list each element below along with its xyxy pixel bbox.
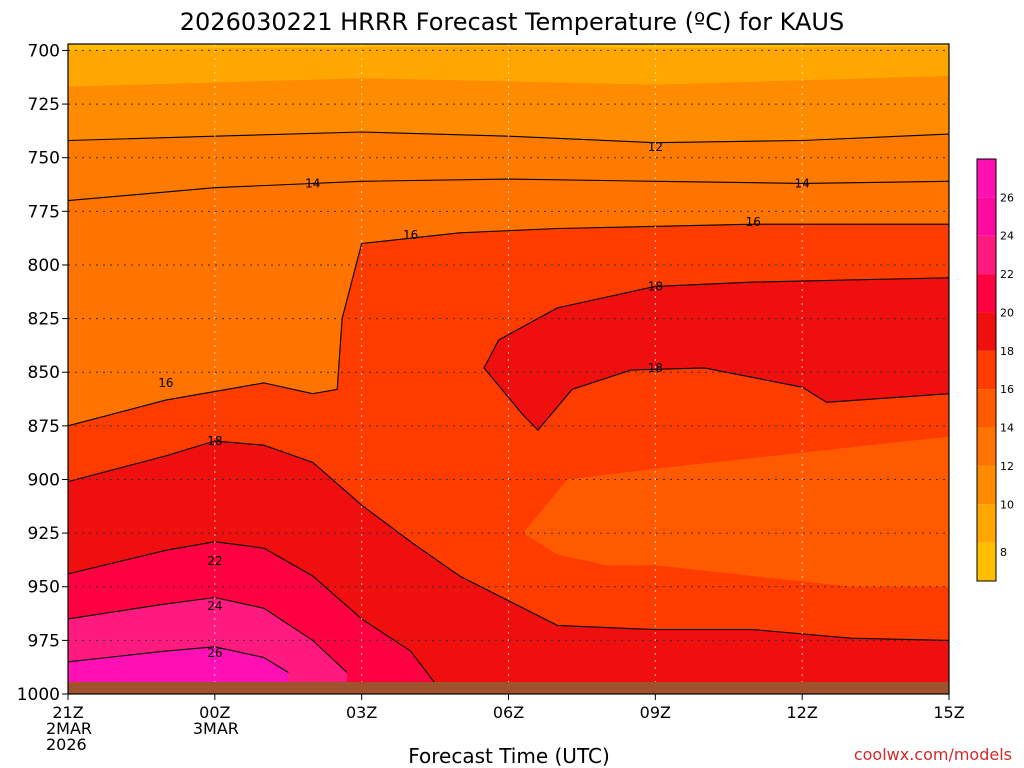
colorbar-tick-label: 16 — [1000, 383, 1014, 396]
colorbar-swatch — [977, 389, 996, 428]
colorbar-swatch — [977, 235, 996, 275]
x-tick-label: 06Z — [493, 703, 524, 722]
contour-label: 14 — [795, 176, 810, 190]
contour-label: 22 — [207, 554, 222, 568]
x-tick-label: 03Z — [346, 703, 377, 722]
y-tick-label: 850 — [28, 363, 60, 383]
x-tick-label: 3MAR — [193, 719, 239, 738]
contour-label: 18 — [207, 434, 222, 448]
temperature-fill-layer — [68, 44, 949, 694]
colorbar: 8 10 12 14 16 18 20 22 24 26 — [976, 158, 1014, 582]
colorbar-tick-label: 20 — [1000, 306, 1014, 319]
colorbar-tick-label: 18 — [1000, 345, 1014, 358]
y-tick-label: 800 — [28, 256, 60, 276]
colorbar-swatch — [977, 504, 996, 543]
chart-title: 2026030221 HRRR Forecast Temperature (ºC… — [180, 8, 844, 36]
colorbar-tick-label: 12 — [1000, 460, 1014, 473]
x-tick-label: 21Z — [52, 703, 83, 722]
y-axis: 700 725 750 775 800 825 850 875 900 925 950 975 1000 — [17, 41, 68, 705]
y-tick-label: 925 — [28, 524, 60, 544]
colorbar-tick-label: 10 — [1000, 498, 1014, 511]
y-tick-label: 975 — [28, 631, 60, 651]
y-tick-label: 875 — [28, 417, 60, 437]
y-tick-label: 775 — [28, 202, 60, 222]
ground-surface — [68, 682, 949, 694]
contour-14 — [67, 178, 950, 202]
colorbar-swatch — [977, 312, 996, 351]
colorbar-tick-label: 24 — [1000, 230, 1014, 243]
colorbar-swatch — [977, 427, 996, 466]
x-axis-label: Forecast Time (UTC) — [408, 744, 610, 768]
band-18-20-upper — [484, 277, 949, 431]
contour-label: 14 — [305, 176, 320, 190]
x-tick-label: 15Z — [933, 703, 964, 722]
y-tick-label: 900 — [28, 470, 60, 490]
colorbar-swatch — [977, 274, 996, 313]
band-12-14 — [68, 76, 949, 143]
contour-24 — [67, 596, 348, 673]
credit-text: coolwx.com/models — [854, 745, 1012, 764]
y-tick-label: 825 — [28, 310, 60, 330]
colorbar-tick-label: 14 — [1000, 422, 1014, 435]
y-tick-label: 1000 — [17, 685, 60, 705]
y-tick-label: 750 — [28, 149, 60, 169]
x-tick-label: 09Z — [640, 703, 671, 722]
colorbar-tick-label: 22 — [1000, 268, 1014, 281]
y-tick-label: 725 — [28, 95, 60, 115]
colorbar-swatch — [977, 542, 996, 581]
colorbar-tick-label: 8 — [1000, 546, 1007, 559]
colorbar-swatch — [977, 350, 996, 390]
contour-label: 16 — [403, 228, 418, 242]
colorbar-swatch — [977, 159, 996, 198]
contour-label: 12 — [648, 140, 663, 154]
band-8-10 — [68, 44, 949, 51]
contour-label: 16 — [158, 376, 173, 390]
x-tick-label: 2MAR — [46, 719, 92, 738]
contour-label: 18 — [648, 279, 663, 293]
contour-label: 16 — [746, 215, 761, 229]
colorbar-swatch — [977, 197, 996, 236]
y-tick-label: 700 — [28, 41, 60, 61]
contour-18 — [67, 440, 950, 641]
contour-label: 24 — [207, 599, 222, 613]
x-tick-label: 00Z — [199, 703, 230, 722]
band-14-16-lower — [523, 436, 949, 587]
x-tick-label: 2026 — [46, 735, 87, 754]
colorbar-frame — [976, 158, 997, 582]
colorbar-tick-label: 26 — [1000, 191, 1014, 204]
colorbar-swatch — [977, 465, 996, 505]
y-tick-label: 950 — [28, 578, 60, 598]
x-tick-label: 12Z — [787, 703, 818, 722]
contour-18 — [483, 277, 950, 431]
band-14-16a — [68, 132, 949, 201]
contour-22 — [67, 541, 436, 684]
